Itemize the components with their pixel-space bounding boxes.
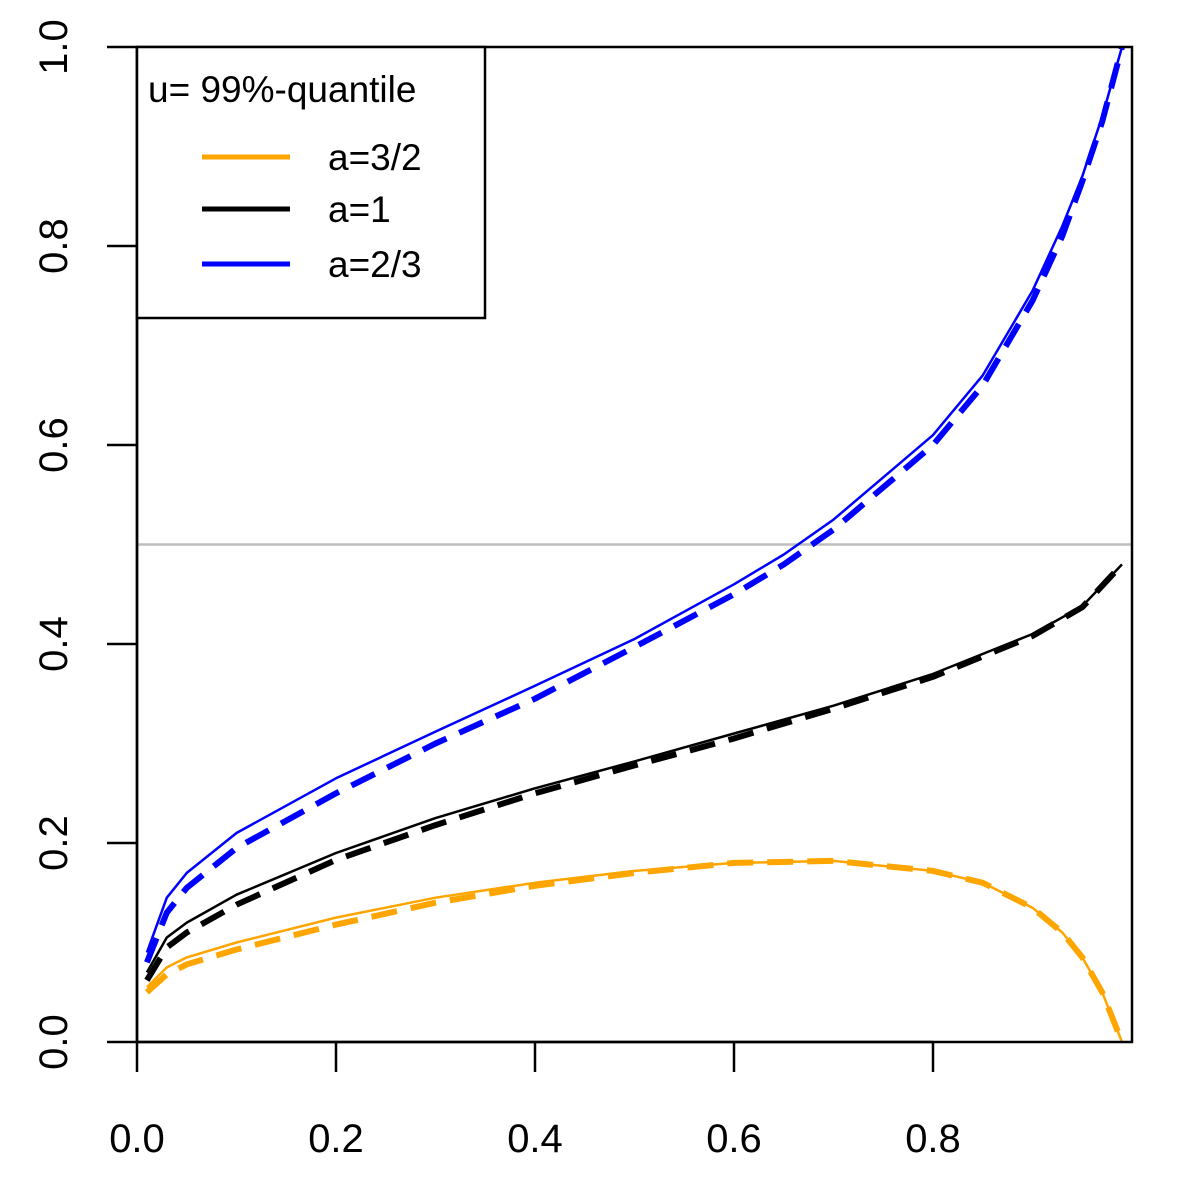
legend: u= 99%-quantile a=3/2 a=1 a=2/3 bbox=[135, 45, 487, 320]
series-line-a-1-dashed bbox=[144, 562, 1125, 982]
series-layer bbox=[144, 46, 1125, 1044]
legend-label-a-2-3: a=2/3 bbox=[328, 244, 422, 285]
y-tick-label: 0.0 bbox=[32, 1014, 76, 1070]
y-tick-label: 1.0 bbox=[32, 19, 76, 75]
x-tick-label: 0.0 bbox=[109, 1117, 165, 1161]
y-tick-label: 0.8 bbox=[32, 218, 76, 274]
y-tick-label: 0.6 bbox=[32, 417, 76, 473]
y-tick-label: 0.2 bbox=[32, 815, 76, 871]
x-tick-label: 0.4 bbox=[507, 1117, 563, 1161]
x-tick-label: 0.6 bbox=[706, 1117, 762, 1161]
y-axis: 0.0 0.2 0.4 0.6 0.8 1.0 bbox=[32, 19, 139, 1070]
y-tick-label: 0.4 bbox=[32, 616, 76, 672]
legend-title: u= 99%-quantile bbox=[148, 69, 416, 110]
legend-label-a-1: a=1 bbox=[328, 189, 391, 230]
series-line-a-2-3-dashed bbox=[144, 46, 1125, 964]
legend-label-a-3-2: a=3/2 bbox=[328, 137, 422, 178]
x-tick-label: 0.8 bbox=[905, 1117, 961, 1161]
legend-box bbox=[135, 45, 487, 320]
series-line-a-3-2-dashed bbox=[144, 857, 1125, 1044]
x-tick-label: 0.2 bbox=[308, 1117, 364, 1161]
x-axis: 0.0 0.2 0.4 0.6 0.8 bbox=[109, 1040, 961, 1161]
series-line-a-2-3-solid bbox=[145, 46, 1124, 953]
